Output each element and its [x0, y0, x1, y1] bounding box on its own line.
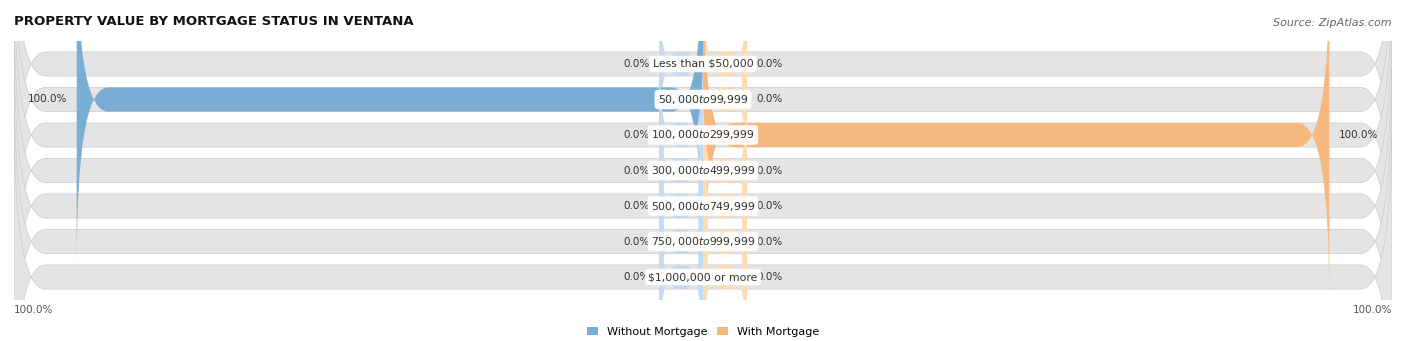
Text: 0.0%: 0.0% [756, 272, 783, 282]
Text: 100.0%: 100.0% [1339, 130, 1378, 140]
Text: $100,000 to $299,999: $100,000 to $299,999 [651, 129, 755, 142]
FancyBboxPatch shape [14, 5, 1392, 336]
FancyBboxPatch shape [659, 41, 703, 229]
Text: 0.0%: 0.0% [623, 59, 650, 69]
FancyBboxPatch shape [703, 5, 747, 194]
FancyBboxPatch shape [659, 0, 703, 159]
Text: 0.0%: 0.0% [756, 165, 783, 176]
FancyBboxPatch shape [659, 76, 703, 265]
Text: 0.0%: 0.0% [756, 94, 783, 104]
FancyBboxPatch shape [659, 147, 703, 336]
FancyBboxPatch shape [659, 112, 703, 300]
Text: 0.0%: 0.0% [623, 130, 650, 140]
Text: $500,000 to $749,999: $500,000 to $749,999 [651, 199, 755, 212]
Text: 100.0%: 100.0% [1353, 306, 1392, 315]
FancyBboxPatch shape [14, 0, 1392, 300]
Text: PROPERTY VALUE BY MORTGAGE STATUS IN VENTANA: PROPERTY VALUE BY MORTGAGE STATUS IN VEN… [14, 15, 413, 28]
Text: 0.0%: 0.0% [623, 237, 650, 247]
FancyBboxPatch shape [703, 182, 747, 341]
Text: Source: ZipAtlas.com: Source: ZipAtlas.com [1274, 18, 1392, 28]
Text: 0.0%: 0.0% [623, 165, 650, 176]
Text: $1,000,000 or more: $1,000,000 or more [648, 272, 758, 282]
Legend: Without Mortgage, With Mortgage: Without Mortgage, With Mortgage [582, 322, 824, 341]
Text: $300,000 to $499,999: $300,000 to $499,999 [651, 164, 755, 177]
Text: 100.0%: 100.0% [14, 306, 53, 315]
FancyBboxPatch shape [659, 182, 703, 341]
Text: $750,000 to $999,999: $750,000 to $999,999 [651, 235, 755, 248]
Text: $50,000 to $99,999: $50,000 to $99,999 [658, 93, 748, 106]
Text: 0.0%: 0.0% [623, 272, 650, 282]
FancyBboxPatch shape [14, 41, 1392, 341]
FancyBboxPatch shape [77, 0, 703, 265]
FancyBboxPatch shape [703, 0, 1329, 300]
FancyBboxPatch shape [703, 112, 747, 300]
Text: 0.0%: 0.0% [623, 201, 650, 211]
Text: Less than $50,000: Less than $50,000 [652, 59, 754, 69]
FancyBboxPatch shape [14, 0, 1392, 229]
FancyBboxPatch shape [14, 0, 1392, 265]
FancyBboxPatch shape [703, 0, 747, 159]
Text: 0.0%: 0.0% [756, 59, 783, 69]
FancyBboxPatch shape [703, 147, 747, 336]
Text: 0.0%: 0.0% [756, 201, 783, 211]
Text: 100.0%: 100.0% [28, 94, 67, 104]
FancyBboxPatch shape [14, 112, 1392, 341]
FancyBboxPatch shape [703, 76, 747, 265]
Text: 0.0%: 0.0% [756, 237, 783, 247]
FancyBboxPatch shape [14, 76, 1392, 341]
